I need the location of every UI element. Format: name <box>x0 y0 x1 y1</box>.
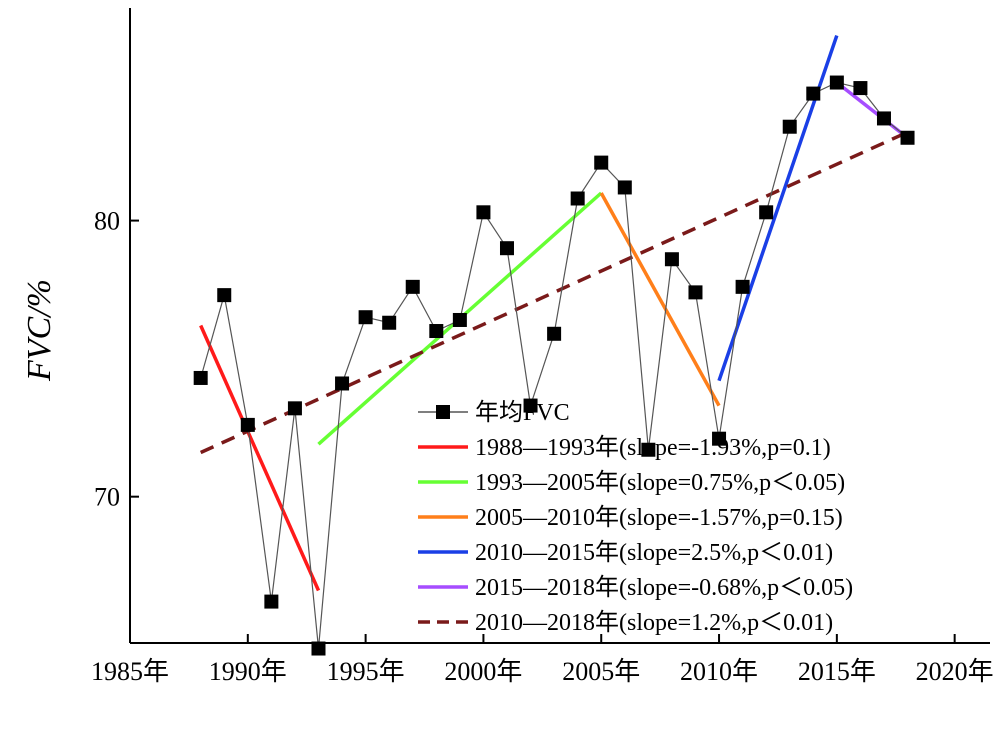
annual-fvc-point <box>688 285 703 300</box>
legend-label: 2010—2015年(slope=2.5%,p＜0.01) <box>475 539 833 566</box>
annual-fvc-point <box>429 324 444 339</box>
annual-fvc-point <box>523 398 538 413</box>
annual-fvc-point <box>900 130 915 145</box>
legend-label: 1993—2005年(slope=0.75%,p＜0.05) <box>475 469 845 496</box>
trend-line-3 <box>599 192 721 407</box>
y-tick-label: 80 <box>94 207 120 236</box>
annual-fvc-point <box>335 376 350 391</box>
annual-fvc-point <box>452 312 467 327</box>
x-tick-label: 1990年 <box>209 657 287 686</box>
trend-line-1 <box>199 324 321 592</box>
x-axis-ticks: 1985年 1990年 1995年 2000年 2005年 2010年 2015年 2020年 <box>91 634 994 686</box>
legend-label: 2010—2018年(slope=1.2%,p＜0.01) <box>475 609 833 636</box>
annual-fvc-point <box>853 81 868 96</box>
trend-line-6 <box>199 130 909 455</box>
annual-fvc-point <box>499 241 514 256</box>
annual-fvc-point <box>405 279 420 294</box>
annual-fvc-point <box>617 180 632 195</box>
annual-fvc-point <box>806 86 821 101</box>
annual-fvc-point <box>264 594 279 609</box>
annual-fvc-point <box>712 431 727 446</box>
legend-label: 1988—1993年(slope=-1.93%,p=0.1) <box>475 434 831 461</box>
x-tick-label: 1995年 <box>327 657 405 686</box>
annual-fvc-point <box>594 155 609 170</box>
annual-fvc-point <box>476 205 491 220</box>
x-tick-label: 1985年 <box>91 657 169 686</box>
annual-fvc-point <box>382 315 397 330</box>
series-group <box>193 35 915 656</box>
x-tick-label: 2000年 <box>444 657 522 686</box>
annual-fvc-point <box>287 401 302 416</box>
annual-fvc-point <box>735 279 750 294</box>
axes <box>129 8 990 644</box>
x-tick-label: 2010年 <box>680 657 758 686</box>
annual-fvc-point <box>782 119 797 134</box>
y-axis-ticks: 70 80 <box>94 207 139 512</box>
y-axis-label: FVC/% <box>21 279 58 382</box>
annual-fvc-point <box>358 310 373 325</box>
x-tick-label: 2015年 <box>798 657 876 686</box>
annual-fvc-point <box>664 252 679 267</box>
annual-fvc-point <box>311 641 326 656</box>
annual-fvc-point <box>547 326 562 341</box>
legend-label: 2005—2010年(slope=-1.57%,p=0.15) <box>475 504 843 531</box>
y-tick-label: 70 <box>94 483 120 512</box>
annual-fvc-point <box>829 75 844 90</box>
annual-fvc-point <box>759 205 774 220</box>
legend-label: 年均FVC <box>475 399 570 426</box>
annual-fvc-point <box>570 191 585 206</box>
x-tick-label: 2020年 <box>916 657 994 686</box>
legend: 年均FVC 1988—1993年(slope=-1.93%,p=0.1) 1993—… <box>418 399 853 636</box>
annual-fvc-point <box>876 111 891 126</box>
annual-fvc-point <box>240 417 255 432</box>
annual-fvc-point <box>217 288 232 303</box>
annual-fvc-point <box>193 370 208 385</box>
legend-swatch-marker <box>436 405 450 419</box>
x-tick-label: 2005年 <box>562 657 640 686</box>
annual-fvc-point <box>641 442 656 457</box>
legend-label: 2015—2018年(slope=-0.68%,p＜0.05) <box>475 574 853 601</box>
